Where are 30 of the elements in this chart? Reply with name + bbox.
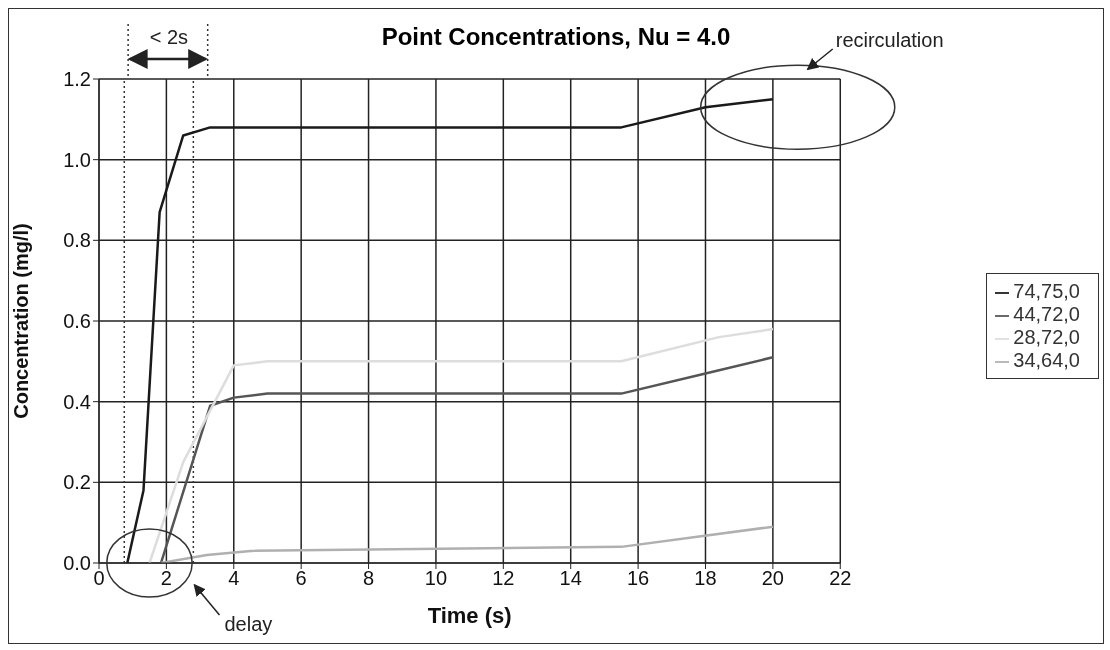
x-axis-title: Time (s) xyxy=(427,603,512,628)
text: recirculation xyxy=(835,29,944,51)
x-tick-label: 14 xyxy=(559,567,582,590)
x-tick-label: 0 xyxy=(93,567,105,590)
x-tick-label: 12 xyxy=(492,567,515,590)
y-tick-label: 1.2 xyxy=(63,68,91,91)
y-tick-label: 1.0 xyxy=(63,148,91,171)
x-tick-label: 10 xyxy=(424,567,448,590)
y-tick-label: 0.8 xyxy=(63,229,91,252)
text: < 2s xyxy=(149,26,189,48)
x-tick-label: 20 xyxy=(761,567,784,590)
x-tick-label: 2 xyxy=(160,567,172,590)
line-series xyxy=(159,525,775,563)
x-tick-label: 16 xyxy=(626,567,650,590)
x-tick-label: 8 xyxy=(362,567,375,590)
x-tick-label: 18 xyxy=(694,567,717,590)
legend-label: 74,75,0 xyxy=(1013,280,1080,302)
y-tick-label: 0.4 xyxy=(63,390,91,413)
text: delay xyxy=(224,613,273,635)
y-tick-label: 0.0 xyxy=(63,552,91,575)
x-tick-label: 22 xyxy=(829,567,852,590)
y-tick-label: 0.2 xyxy=(63,471,91,494)
y-tick-label: 0.6 xyxy=(63,310,91,333)
x-tick-label: 6 xyxy=(295,567,307,590)
y-axis-title: Concentration (mg/l) xyxy=(10,223,33,419)
chart-title: Point Concentrations, Nu = 4.0 xyxy=(381,23,731,50)
legend-label: 44,72,0 xyxy=(1013,303,1080,325)
legend-label: 34,64,0 xyxy=(1013,349,1080,371)
x-tick-label: 4 xyxy=(228,567,240,590)
legend-label: 28,72,0 xyxy=(1013,326,1080,348)
